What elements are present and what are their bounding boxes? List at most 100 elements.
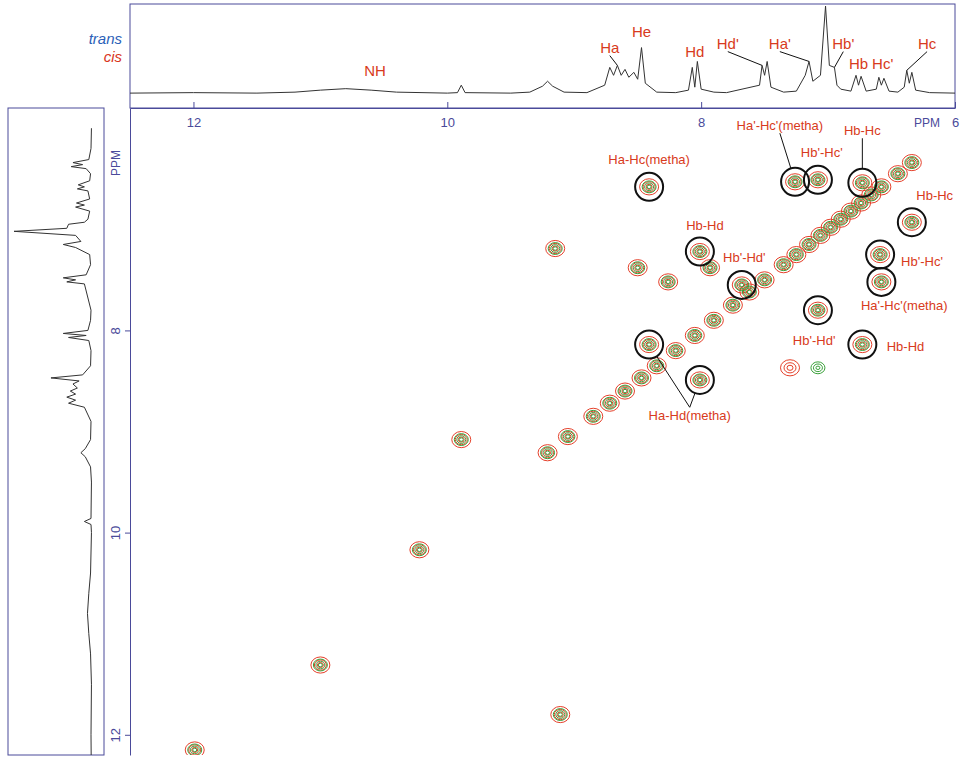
contour-ring bbox=[647, 185, 651, 188]
cross-peak bbox=[546, 240, 565, 256]
contour-ring bbox=[605, 399, 614, 407]
peak-label: Hd' bbox=[717, 35, 739, 52]
label-background bbox=[886, 339, 926, 354]
label-background bbox=[843, 123, 882, 138]
annotation-circle bbox=[848, 169, 876, 197]
contour-ring bbox=[815, 308, 821, 313]
contour-ring bbox=[190, 746, 199, 754]
x-tick: 6 bbox=[952, 102, 959, 130]
cross-peak bbox=[853, 336, 872, 352]
contour-ring bbox=[317, 662, 323, 667]
contour-ring bbox=[905, 216, 919, 228]
cross-peak bbox=[666, 343, 685, 359]
cross-peak bbox=[600, 395, 619, 411]
contour-ring bbox=[553, 247, 557, 250]
y-axis-line bbox=[130, 109, 131, 756]
contour-ring bbox=[849, 209, 853, 212]
contour-ring bbox=[640, 179, 659, 195]
contour-ring bbox=[877, 278, 886, 286]
y-tick: 10 bbox=[108, 526, 130, 540]
cross-peak bbox=[690, 372, 709, 388]
cross-peak bbox=[669, 345, 683, 357]
contour-ring bbox=[659, 274, 678, 290]
contour-ring bbox=[188, 744, 202, 755]
cross-peak bbox=[781, 360, 800, 376]
contour-ring bbox=[858, 200, 864, 205]
cross-peak bbox=[688, 330, 702, 342]
contour-ring bbox=[548, 243, 562, 255]
cross-peak bbox=[631, 262, 645, 274]
contour-ring bbox=[888, 166, 907, 182]
contour-ring bbox=[311, 657, 330, 673]
contour-ring bbox=[584, 408, 603, 424]
contour-ring bbox=[628, 260, 647, 276]
cross-peak bbox=[732, 277, 751, 293]
contour-ring bbox=[877, 183, 886, 191]
cross-peak bbox=[800, 236, 819, 252]
y-tick-label: 8 bbox=[108, 327, 123, 334]
contour-ring bbox=[566, 435, 570, 438]
cross-peak bbox=[811, 362, 825, 374]
contour-ring bbox=[552, 246, 558, 251]
contour-ring bbox=[755, 272, 774, 288]
cross-peak bbox=[452, 432, 471, 448]
cross-peak bbox=[185, 742, 204, 755]
contour-ring bbox=[805, 241, 814, 249]
contour-ring bbox=[707, 265, 713, 270]
contour-ring bbox=[662, 277, 674, 287]
cross-peak bbox=[541, 447, 555, 459]
contour-ring bbox=[774, 257, 793, 273]
contour-ring bbox=[803, 239, 815, 249]
contour-ring bbox=[835, 214, 847, 224]
contour-ring bbox=[909, 220, 915, 225]
contour-ring bbox=[858, 341, 867, 349]
contour-ring bbox=[871, 247, 890, 263]
top-panel-frame bbox=[130, 4, 955, 108]
contour-ring bbox=[893, 170, 902, 178]
y-axis-title: PPM bbox=[109, 150, 123, 176]
contour-ring bbox=[632, 263, 644, 273]
cross-peak bbox=[313, 659, 327, 671]
y-tick-label: 12 bbox=[108, 728, 123, 742]
left-spectrum bbox=[14, 128, 91, 755]
contour-ring bbox=[690, 372, 709, 388]
contour-ring bbox=[876, 251, 885, 259]
contour-ring bbox=[736, 280, 748, 290]
cross-peak bbox=[454, 434, 468, 446]
contour-ring bbox=[619, 386, 631, 396]
annotation-marks bbox=[635, 166, 926, 394]
contour-ring bbox=[637, 374, 646, 382]
contour-ring bbox=[906, 217, 918, 227]
peak-label: Hb' bbox=[832, 35, 854, 52]
cross-peak bbox=[905, 157, 919, 169]
contour-ring bbox=[806, 242, 812, 247]
contour-ring bbox=[652, 362, 661, 370]
contour-ring bbox=[727, 300, 739, 310]
contour-plot bbox=[185, 155, 921, 755]
contour-ring bbox=[591, 415, 595, 418]
contour-ring bbox=[192, 747, 198, 752]
contour-ring bbox=[787, 247, 806, 263]
contour-ring bbox=[787, 365, 793, 370]
contour-ring bbox=[792, 179, 798, 184]
legend: transcis bbox=[89, 30, 123, 65]
contour-ring bbox=[621, 387, 630, 395]
contour-ring bbox=[639, 375, 645, 380]
contour-ring bbox=[608, 401, 612, 404]
cross-peak bbox=[693, 246, 707, 258]
contour-ring bbox=[760, 276, 769, 284]
contour-ring bbox=[671, 347, 680, 355]
peak-leader bbox=[834, 52, 843, 68]
cross-peak bbox=[811, 304, 825, 316]
contour-ring bbox=[541, 447, 555, 459]
annotation-circle bbox=[635, 173, 663, 201]
contour-ring bbox=[793, 252, 799, 257]
peak-label: Ha bbox=[600, 39, 620, 56]
contour-ring bbox=[838, 217, 844, 222]
contour-ring bbox=[412, 544, 426, 556]
contour-ring bbox=[759, 275, 771, 285]
label-background bbox=[685, 218, 725, 233]
contour-ring bbox=[763, 278, 767, 281]
contour-ring bbox=[792, 251, 801, 259]
cross-peak bbox=[902, 214, 921, 230]
